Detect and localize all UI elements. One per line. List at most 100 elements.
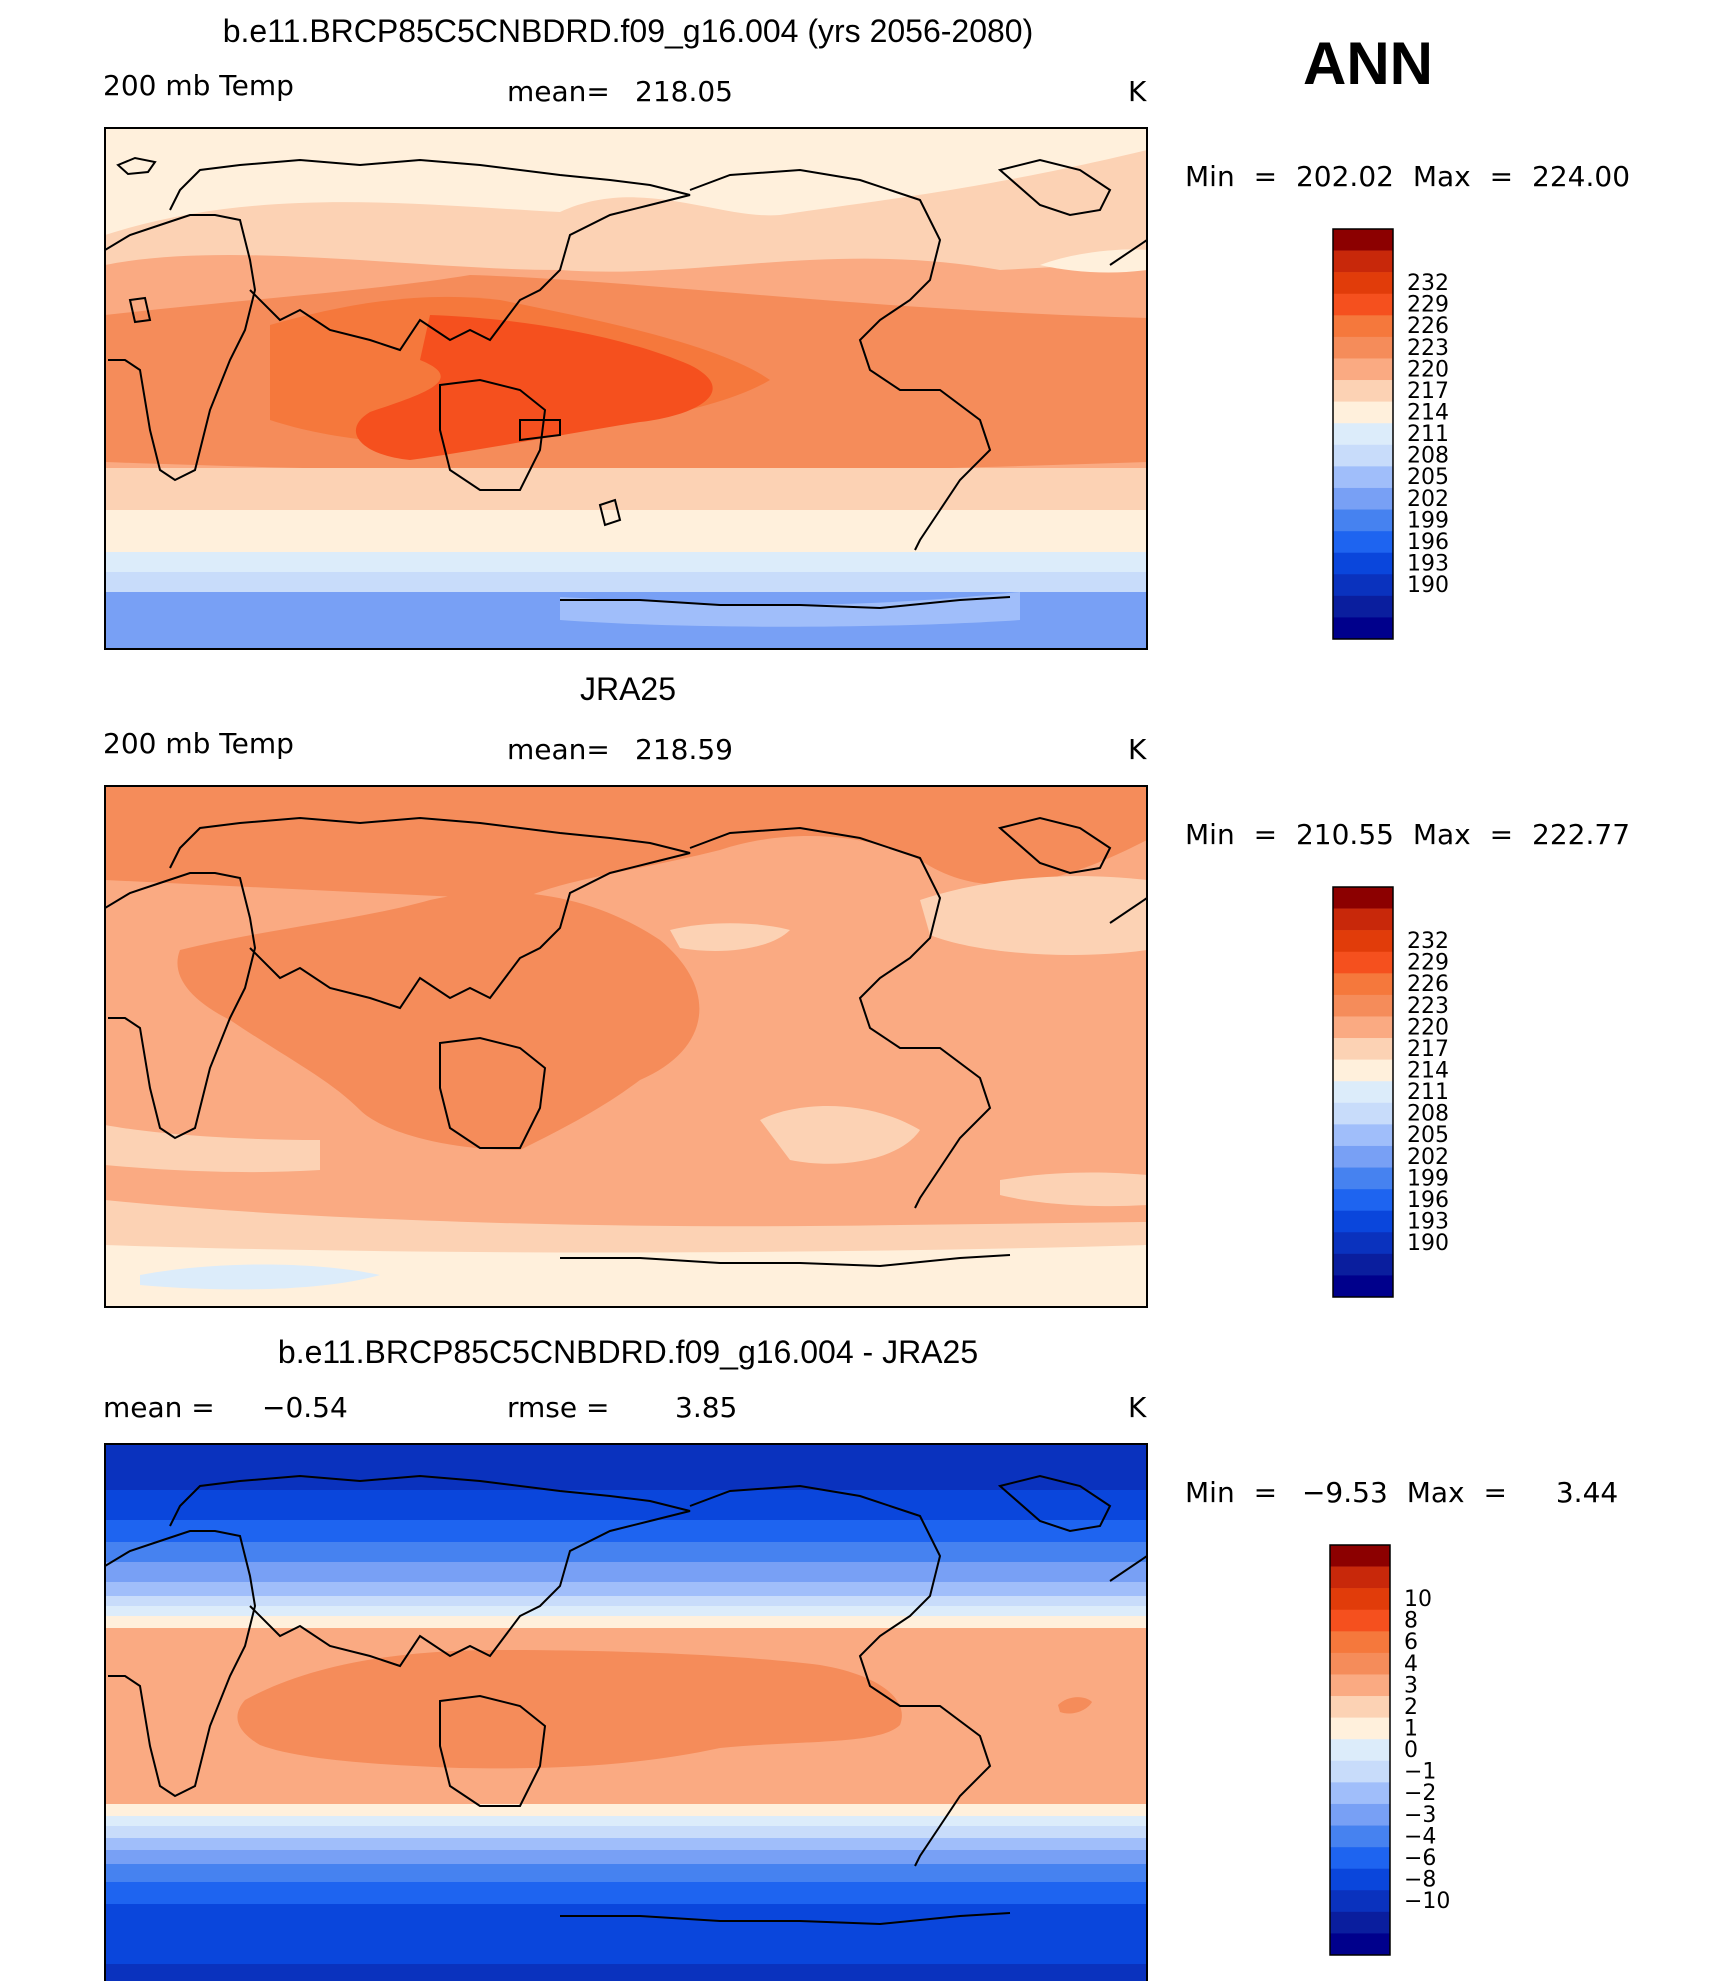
legend-swatch <box>1333 1253 1393 1276</box>
legend-swatch <box>1330 1739 1390 1762</box>
mean-label: mean = <box>103 1391 215 1424</box>
legend-tick-label: 214 <box>1407 1059 1449 1084</box>
legend-swatch <box>1333 315 1393 338</box>
legend-swatch <box>1333 272 1393 295</box>
legend-tick-label: 229 <box>1407 293 1449 318</box>
legend-tick-label: 217 <box>1407 1037 1449 1062</box>
legend-tick-label: 208 <box>1407 1102 1449 1127</box>
panel-difference: b.e11.BRCP85C5CNBDRD.f09_g16.004 - JRA25… <box>103 1334 1618 1981</box>
legend-swatch <box>1333 1189 1393 1211</box>
legend-tick-label: 220 <box>1407 357 1449 382</box>
legend-tick-label: 223 <box>1407 994 1449 1019</box>
legend-tick-label: 199 <box>1407 1166 1449 1191</box>
legend-tick-label: 196 <box>1407 1188 1449 1213</box>
legend-tick-label: 1 <box>1404 1717 1418 1742</box>
legend-tick-label: 226 <box>1407 972 1449 997</box>
legend-swatch <box>1330 1847 1390 1869</box>
legend-swatch <box>1333 617 1393 640</box>
legend-swatch <box>1333 1145 1393 1168</box>
legend-tick-label: −4 <box>1404 1824 1436 1849</box>
legend-tick-label: 190 <box>1407 573 1449 598</box>
legend-swatch <box>1330 1760 1390 1783</box>
legend-tick-label: 4 <box>1404 1652 1418 1677</box>
legend-tick-label: 232 <box>1407 929 1449 954</box>
legend-swatch <box>1333 1232 1393 1255</box>
legend-swatch <box>1330 1890 1390 1913</box>
legend-tick-label: 232 <box>1407 271 1449 296</box>
max-value: 222.77 <box>1532 818 1630 851</box>
contour-map <box>105 786 1147 1307</box>
legend-swatch <box>1333 229 1393 251</box>
legend-swatch <box>1333 994 1393 1017</box>
svg-text:Min = −9.53: Min = −9.53 Max = 3.44 <box>1185 1476 1618 1509</box>
legend-swatch <box>1333 552 1393 575</box>
units-label: K <box>1128 1391 1147 1424</box>
legend-tick-label: −8 <box>1404 1868 1436 1893</box>
legend-swatch <box>1333 1038 1393 1060</box>
legend-tick-label: 229 <box>1407 951 1449 976</box>
legend-tick-label: 202 <box>1407 487 1449 512</box>
legend-tick-label: 205 <box>1407 1123 1449 1148</box>
legend-swatch <box>1330 1631 1390 1654</box>
legend-swatch <box>1333 531 1393 553</box>
legend-tick-label: 220 <box>1407 1015 1449 1040</box>
color-legend: 2322292262232202172142112082052021991961… <box>1332 228 1449 640</box>
color-legend: 2322292262232202172142112082052021991961… <box>1332 886 1449 1298</box>
max-label: Max <box>1407 1476 1465 1509</box>
mean-label: mean= <box>507 75 610 108</box>
min-value: 210.55 <box>1296 818 1394 851</box>
legend-swatch <box>1333 1210 1393 1233</box>
legend-tick-label: 6 <box>1404 1630 1418 1655</box>
panel-title: JRA25 <box>580 671 676 707</box>
season-label: ANN <box>1303 30 1433 97</box>
max-label: Max <box>1413 160 1471 193</box>
legend-tick-label: 202 <box>1407 1145 1449 1170</box>
min-label: Min <box>1185 818 1235 851</box>
legend-swatch <box>1333 574 1393 597</box>
legend-border <box>1332 886 1394 1298</box>
legend-tick-label: 196 <box>1407 530 1449 555</box>
legend-tick-label: 217 <box>1407 379 1449 404</box>
panel-reference: JRA25 200 mb Temp mean= 218.59 K <box>103 671 1630 1308</box>
legend-swatch <box>1330 1652 1390 1675</box>
svg-text:Min = 210.55: Min = 210.55 Max = 222.77 <box>1185 818 1630 851</box>
legend-tick-label: 214 <box>1407 401 1449 426</box>
max-label: Max <box>1413 818 1471 851</box>
legend-swatch <box>1330 1825 1390 1848</box>
legend-swatch <box>1333 1016 1393 1039</box>
legend-swatch <box>1333 250 1393 273</box>
panel-title: b.e11.BRCP85C5CNBDRD.f09_g16.004 (yrs 20… <box>223 13 1034 49</box>
variable-label: 200 mb Temp <box>103 727 294 760</box>
max-value: 224.00 <box>1532 160 1630 193</box>
legend-tick-label: 211 <box>1407 422 1449 447</box>
legend-tick-label: 0 <box>1404 1738 1418 1763</box>
contour-map <box>105 128 1147 649</box>
min-label: Min <box>1185 1476 1235 1509</box>
legend-tick-label: 205 <box>1407 465 1449 490</box>
legend-tick-label: 193 <box>1407 552 1449 577</box>
legend-swatch <box>1330 1803 1390 1826</box>
legend-tick-label: −2 <box>1404 1781 1436 1806</box>
legend-tick-label: −1 <box>1404 1760 1436 1785</box>
legend-swatch <box>1333 595 1393 618</box>
legend-swatch <box>1333 509 1393 532</box>
legend-swatch <box>1330 1696 1390 1718</box>
legend-border <box>1329 1544 1391 1956</box>
mean-value: 218.59 <box>635 733 733 766</box>
legend-swatch <box>1330 1609 1390 1632</box>
mean-value: 218.05 <box>635 75 733 108</box>
legend-tick-label: −6 <box>1404 1846 1436 1871</box>
variable-label: 200 mb Temp <box>103 69 294 102</box>
legend-swatch <box>1333 401 1393 424</box>
legend-tick-label: 226 <box>1407 314 1449 339</box>
svg-text:Min = 202.02: Min = 202.02 Max = 224.00 <box>1185 160 1630 193</box>
legend-swatch <box>1333 466 1393 489</box>
rmse-value: 3.85 <box>675 1391 737 1424</box>
legend-tick-label: 208 <box>1407 444 1449 469</box>
legend-border <box>1332 228 1394 640</box>
legend-swatch <box>1333 887 1393 909</box>
units-label: K <box>1128 75 1147 108</box>
legend-tick-label: −3 <box>1404 1803 1436 1828</box>
